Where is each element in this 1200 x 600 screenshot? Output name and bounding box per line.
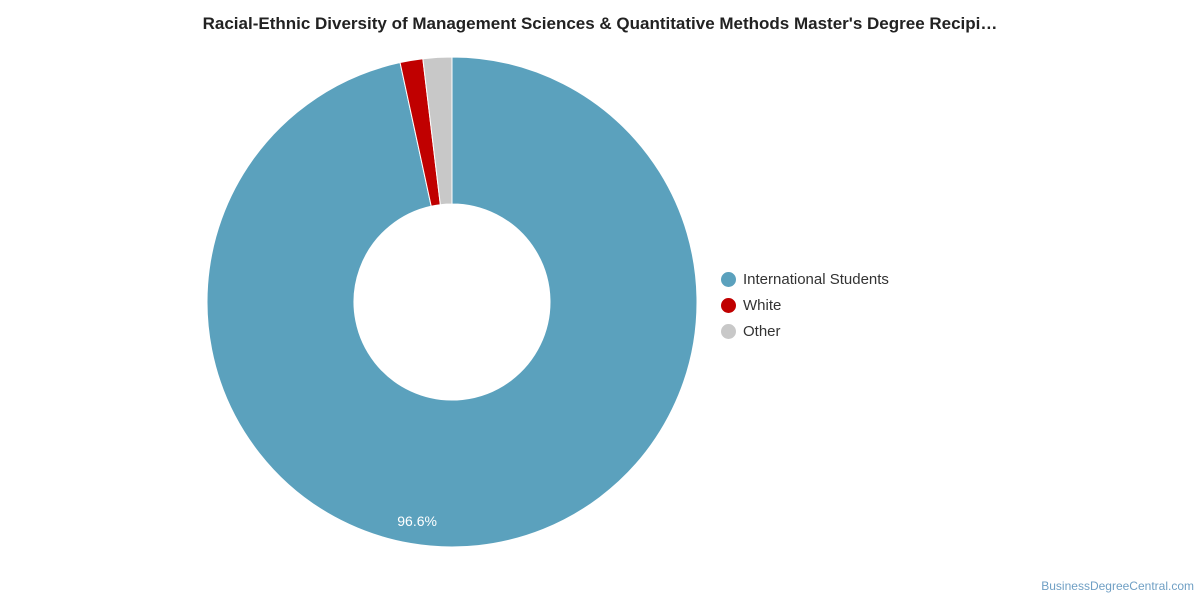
legend-label: International Students xyxy=(743,270,889,288)
chart-legend: International Students White Other xyxy=(721,266,889,344)
legend-label: White xyxy=(743,296,782,314)
legend-item-other[interactable]: Other xyxy=(721,318,889,344)
legend-swatch-icon xyxy=(721,323,736,339)
legend-item-international-students[interactable]: International Students xyxy=(721,266,889,292)
legend-item-white[interactable]: White xyxy=(721,292,889,318)
legend-label: Other xyxy=(743,322,781,340)
chart-title: Racial-Ethnic Diversity of Management Sc… xyxy=(202,14,998,33)
data-label-international-students: 96.6% xyxy=(397,513,437,529)
donut-slice-other[interactable] xyxy=(422,56,453,206)
donut-slice-international-students[interactable] xyxy=(206,56,698,548)
legend-swatch-icon xyxy=(721,271,736,287)
legend-swatch-icon xyxy=(721,297,736,313)
source-credit-link[interactable]: BusinessDegreeCentral.com xyxy=(1041,579,1194,593)
